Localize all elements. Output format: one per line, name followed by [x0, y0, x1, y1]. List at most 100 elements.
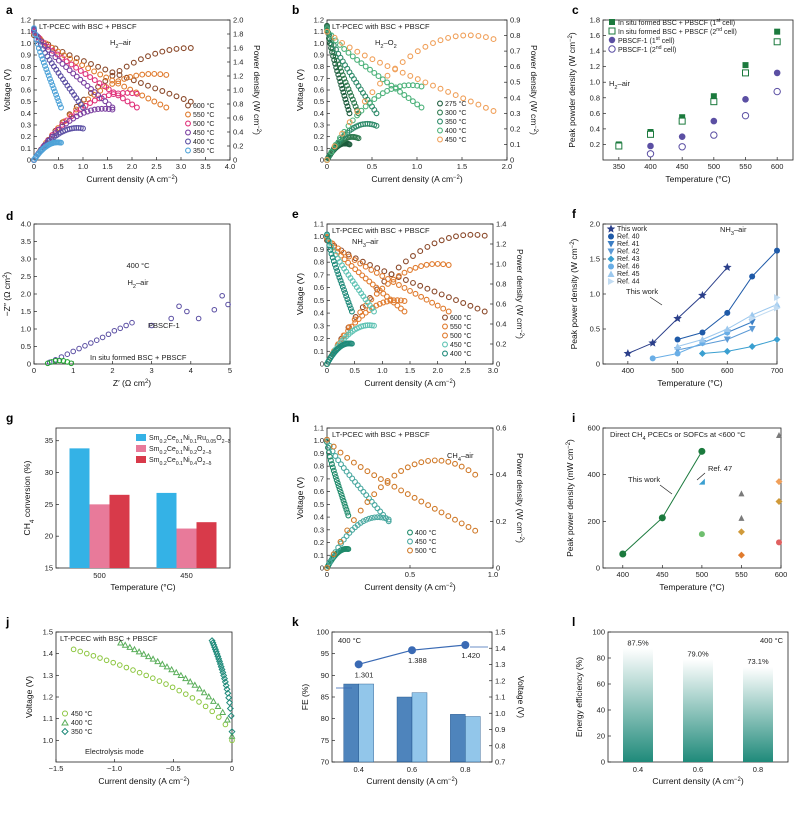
- series-label-insitu: In situ formed BSC + PBSCF: [90, 353, 187, 362]
- power-point: [438, 237, 445, 244]
- panel-label: k: [292, 615, 299, 629]
- data-point: [209, 697, 217, 704]
- x-tick-label: 1.0: [78, 162, 88, 171]
- iv-point: [346, 44, 353, 51]
- iv-point: [345, 259, 352, 266]
- y2-tick-label: 0.8: [233, 100, 243, 109]
- iv-point: [339, 39, 346, 46]
- text-part: ): [2, 272, 12, 275]
- x-tick-label: 600: [771, 162, 784, 171]
- data-point: [648, 338, 657, 347]
- iv-point: [452, 516, 458, 523]
- panel-k: k 70 75 80 85 90 95 100 0.7 0.8 0.9 1.0 1.1 1.2 1.3 1.4…: [292, 615, 526, 786]
- power-point: [401, 298, 408, 304]
- y2-tick-label: 1.6: [233, 44, 243, 53]
- y-tick-label: 0.8: [314, 258, 324, 267]
- series-line: [652, 332, 728, 359]
- power-point: [490, 36, 497, 43]
- iv-point: [405, 95, 412, 102]
- text-part: −2: [446, 583, 453, 589]
- iv-point: [80, 104, 86, 111]
- data-point: [710, 131, 718, 139]
- text-part: 4: [458, 457, 461, 463]
- y-tick-label: 1.0: [21, 325, 31, 334]
- y-tick-label: 0: [27, 156, 31, 165]
- text-part: PBSCF-1 (2: [618, 47, 656, 54]
- text-part: 0.2: [190, 450, 197, 456]
- iv-point: [349, 53, 356, 60]
- iv-point: [121, 83, 128, 90]
- text-part: –O: [384, 38, 394, 47]
- y-tick-label: 0.2: [314, 132, 324, 141]
- data-point: [216, 714, 222, 720]
- power-point: [366, 322, 373, 329]
- data-point: [209, 708, 215, 715]
- data-point: [738, 514, 745, 521]
- data-point: [105, 331, 112, 338]
- text-part: ): [453, 582, 456, 592]
- data-point: [90, 652, 97, 659]
- iv-point: [348, 263, 355, 269]
- power-point: [357, 507, 364, 514]
- iv-point: [48, 50, 55, 57]
- y2-tick-label: 0.1: [510, 140, 520, 149]
- data-point: [195, 315, 202, 322]
- legend-marker: [185, 120, 191, 127]
- power-point: [371, 491, 378, 498]
- y2-tick-label: 0: [496, 360, 500, 369]
- y-axis-label: Voltage (V): [295, 477, 305, 519]
- y2-tick-label: 0.3: [510, 109, 520, 118]
- iv-point: [430, 82, 436, 89]
- y-tick-label: 2.0: [21, 290, 31, 299]
- data-point: [774, 28, 781, 35]
- iv-point: [397, 305, 404, 312]
- panel-e: e0 0.5 1.0 1.5 2.0 2.5 3.000.10.20.30.40.50.60…: [292, 207, 525, 388]
- data-point: [70, 646, 77, 653]
- y2-tick-label: 1.0: [233, 86, 243, 95]
- iv-point: [373, 284, 380, 291]
- panel-annotation-2: This work: [626, 287, 658, 296]
- iv-point: [73, 73, 80, 80]
- y2-tick-label: 0: [510, 156, 514, 165]
- data-point: [647, 142, 654, 150]
- data-point: [710, 93, 717, 100]
- axes-frame: [33, 223, 231, 365]
- iv-point: [49, 82, 56, 89]
- x-tick-label: 5: [228, 366, 232, 375]
- iv-point: [346, 253, 353, 260]
- iv-point: [124, 98, 131, 105]
- x-tick-label: 2.0: [127, 162, 137, 171]
- data-point: [168, 315, 174, 322]
- data-point: [227, 712, 235, 720]
- iv-point: [38, 52, 45, 59]
- iv-point: [343, 506, 350, 513]
- x-tick-label: 0: [230, 764, 234, 773]
- data-point: [219, 708, 227, 715]
- power-point: [67, 112, 74, 119]
- data-point: [126, 643, 134, 650]
- power-point: [418, 83, 425, 90]
- bar: [156, 492, 177, 568]
- x-axis-label: Temperature (°C): [657, 378, 722, 388]
- iv-point: [324, 28, 330, 35]
- power-point: [394, 297, 401, 304]
- text-part: 2−δ: [202, 450, 211, 456]
- legend-marker: [185, 129, 191, 136]
- power-point: [475, 32, 482, 39]
- y2-tick-label: 0.8: [495, 741, 505, 750]
- y2-tick-label: 0.2: [233, 142, 243, 151]
- y-tick-label: 0: [601, 758, 605, 767]
- series-line: [622, 451, 703, 555]
- text-part: −2: [453, 175, 460, 181]
- iv-point: [410, 279, 416, 286]
- text-part: PBSCF-1 (1: [618, 38, 656, 45]
- text-part: ): [567, 32, 577, 35]
- y2-tick-label: 0.2: [496, 517, 506, 526]
- y-tick-label: 80: [597, 654, 605, 663]
- iv-point: [395, 282, 402, 288]
- data-point: [221, 678, 229, 686]
- text-part: Power density (W cm: [515, 249, 525, 329]
- iv-point: [467, 302, 474, 309]
- data-point: [748, 343, 756, 350]
